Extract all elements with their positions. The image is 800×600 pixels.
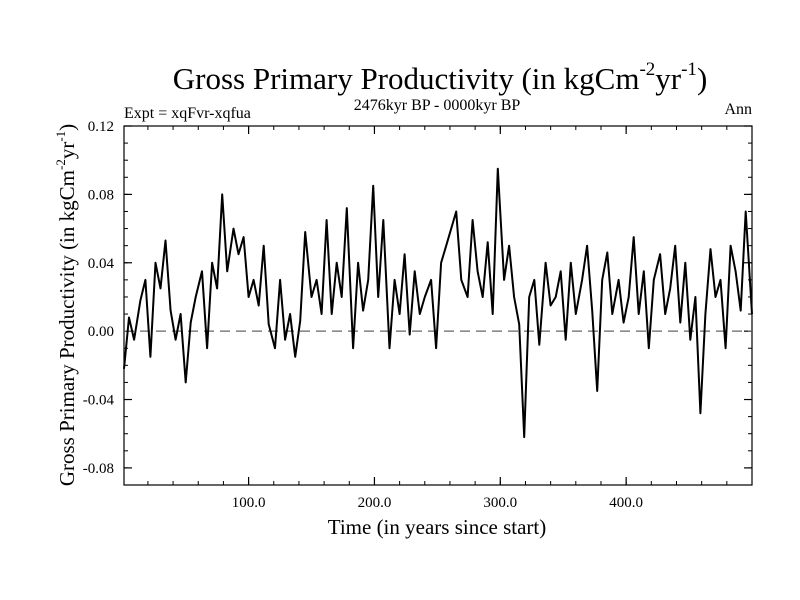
title-close: ) xyxy=(697,61,707,96)
title-exponent-1: -2 xyxy=(639,59,655,80)
y-axis-label: Gross Primary Productivity (in kgCm-2yr-… xyxy=(53,124,79,486)
series-line xyxy=(123,167,753,439)
ylabel-main: Gross Primary Productivity (in kgCm xyxy=(55,170,79,486)
x-axis-label: Time (in years since start) xyxy=(328,515,547,539)
x-tick-label: 200.0 xyxy=(358,495,392,511)
y-tick-label: -0.04 xyxy=(83,393,115,409)
y-tick-label: 0.08 xyxy=(88,187,114,203)
ylabel-exponent-1: -2 xyxy=(53,159,68,170)
x-tick-label: 400.0 xyxy=(609,495,643,511)
x-tick-label: 300.0 xyxy=(483,495,517,511)
ylabel-close: ) xyxy=(55,124,79,131)
title-exponent-2: -1 xyxy=(681,59,697,80)
season-label: Ann xyxy=(724,101,752,118)
chart-title: Gross Primary Productivity (in kgCm-2yr-… xyxy=(173,59,708,96)
x-tick-label: 100.0 xyxy=(232,495,266,511)
tick-labels: 0.12 0.08 0.04 0.00 -0.04 -0.08 100.0 200.0 300.… xyxy=(83,119,643,511)
y-tick-label: 0.12 xyxy=(88,119,114,135)
y-tick-label: 0.04 xyxy=(88,256,115,272)
y-tick-label: -0.08 xyxy=(83,461,114,477)
ylabel-exponent-2: -1 xyxy=(53,131,68,142)
y-tick-label: 0.00 xyxy=(88,324,114,340)
title-mid: yr xyxy=(655,61,682,96)
experiment-label: Expt = xqFvr-xqfua xyxy=(124,105,251,122)
title-main: Gross Primary Productivity (in kgCm xyxy=(173,61,640,96)
ylabel-mid: yr xyxy=(55,142,79,160)
time-range-label: 2476kyr BP - 0000kyr BP xyxy=(354,97,521,114)
